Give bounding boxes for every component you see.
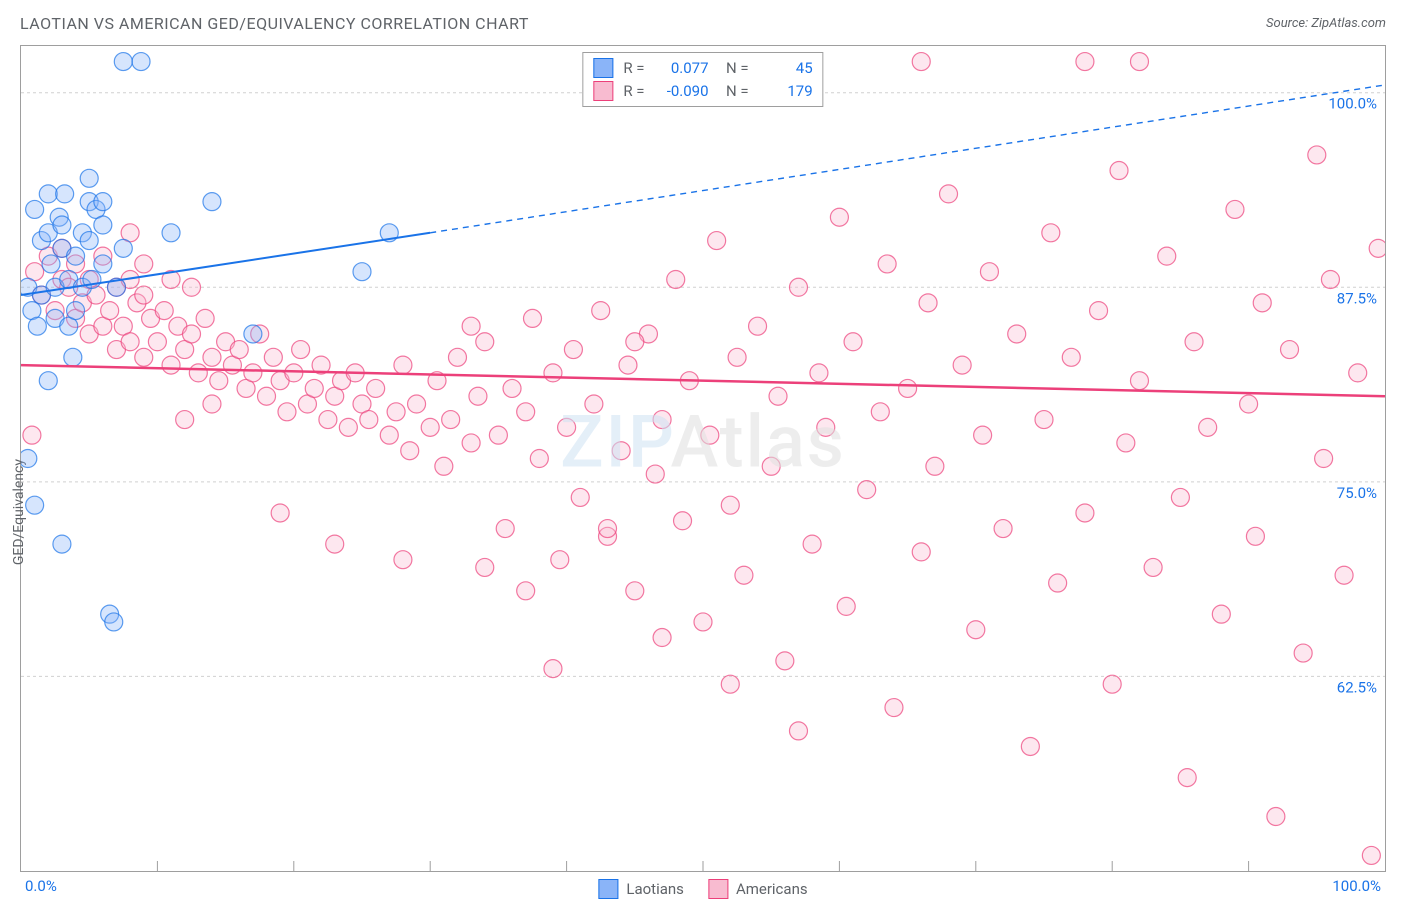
svg-text:87.5%: 87.5% xyxy=(1337,289,1377,307)
chart-title: LAOTIAN VS AMERICAN GED/EQUIVALENCY CORR… xyxy=(20,14,529,33)
legend-swatch xyxy=(598,879,618,899)
legend-item: Laotians xyxy=(598,879,684,899)
legend-n-value: 45 xyxy=(759,57,813,80)
scatter-plot-svg: 100.0% 87.5% 75.0% 62.5% xyxy=(21,46,1385,871)
legend-n-label: N = xyxy=(719,57,749,80)
chart-header: LAOTIAN VS AMERICAN GED/EQUIVALENCY CORR… xyxy=(0,0,1406,41)
legend-item: Americans xyxy=(708,879,808,899)
x-axis-max-label: 100.0% xyxy=(1332,877,1381,895)
legend-stat-row: R = 0.077 N = 45 xyxy=(593,57,812,80)
svg-text:62.5%: 62.5% xyxy=(1337,678,1377,696)
chart-source: Source: ZipAtlas.com xyxy=(1266,16,1386,31)
legend-swatch xyxy=(708,879,728,899)
correlation-legend: R = 0.077 N = 45 R = -0.090 N = 179 xyxy=(582,52,823,107)
legend-r-value: -0.090 xyxy=(655,80,709,103)
legend-stat-row: R = -0.090 N = 179 xyxy=(593,80,812,103)
legend-r-value: 0.077 xyxy=(655,57,709,80)
legend-n-label: N = xyxy=(719,80,749,103)
legend-r-label: R = xyxy=(623,57,644,80)
svg-text:100.0%: 100.0% xyxy=(1328,95,1377,113)
legend-label: Americans xyxy=(736,880,808,898)
legend-n-value: 179 xyxy=(759,80,813,103)
legend-swatch xyxy=(593,58,613,78)
series-legend: Laotians Americans xyxy=(598,873,807,899)
svg-text:75.0%: 75.0% xyxy=(1337,484,1377,502)
x-axis-min-label: 0.0% xyxy=(25,877,57,895)
legend-r-label: R = xyxy=(623,80,644,103)
legend-swatch xyxy=(593,81,613,101)
chart-area: GED/Equivalency 100.0%87.5%75.0%62.5% ZI… xyxy=(20,45,1386,872)
legend-label: Laotians xyxy=(626,880,684,898)
